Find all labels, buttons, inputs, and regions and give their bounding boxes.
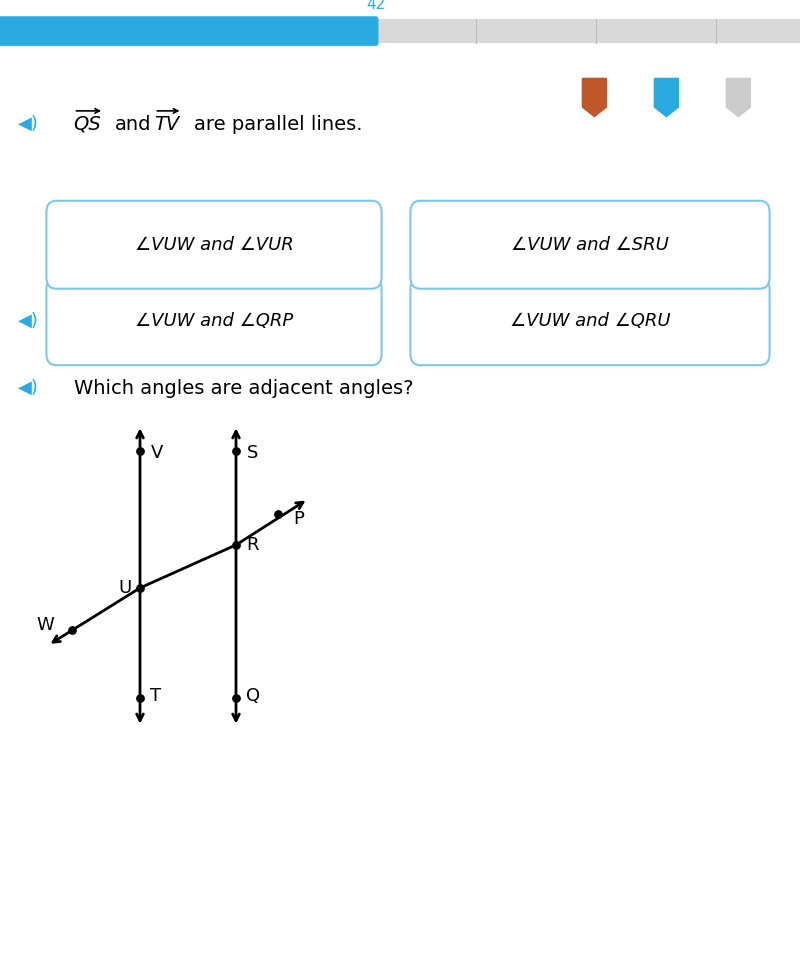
Text: Which angles are adjacent angles?: Which angles are adjacent angles?	[74, 379, 413, 398]
Point	[134, 444, 146, 459]
Point	[230, 690, 242, 706]
Polygon shape	[654, 78, 678, 117]
FancyBboxPatch shape	[46, 201, 382, 289]
Point	[272, 507, 285, 522]
Point	[134, 690, 146, 706]
Polygon shape	[582, 78, 606, 117]
Text: P: P	[293, 511, 304, 528]
Text: ∠VUW and ∠QRP: ∠VUW and ∠QRP	[135, 313, 293, 330]
Text: 42: 42	[366, 0, 386, 12]
FancyBboxPatch shape	[46, 277, 382, 365]
Point	[66, 622, 78, 638]
Point	[230, 444, 242, 459]
Text: ∠VUW and ∠SRU: ∠VUW and ∠SRU	[511, 236, 669, 253]
FancyBboxPatch shape	[0, 16, 378, 46]
Point	[134, 580, 146, 596]
Text: U: U	[118, 579, 132, 597]
Text: ◀): ◀)	[18, 380, 38, 397]
FancyBboxPatch shape	[410, 277, 770, 365]
Text: ◀): ◀)	[18, 116, 38, 133]
Text: R: R	[246, 536, 259, 554]
Text: ∠VUW and ∠VUR: ∠VUW and ∠VUR	[134, 236, 294, 253]
Text: are parallel lines.: are parallel lines.	[194, 115, 362, 134]
Text: W: W	[37, 617, 54, 634]
FancyBboxPatch shape	[410, 201, 770, 289]
Text: V: V	[150, 445, 162, 462]
Text: TV: TV	[154, 115, 180, 134]
Text: ◀): ◀)	[18, 313, 38, 330]
Text: T: T	[150, 687, 162, 705]
Text: ∠VUW and ∠QRU: ∠VUW and ∠QRU	[510, 313, 670, 330]
Point	[230, 537, 242, 553]
Bar	[0, 19, 800, 43]
Text: Q: Q	[246, 687, 261, 705]
Text: and: and	[114, 115, 151, 134]
Text: S: S	[246, 445, 258, 462]
Polygon shape	[726, 78, 750, 117]
Text: QS: QS	[74, 115, 102, 134]
